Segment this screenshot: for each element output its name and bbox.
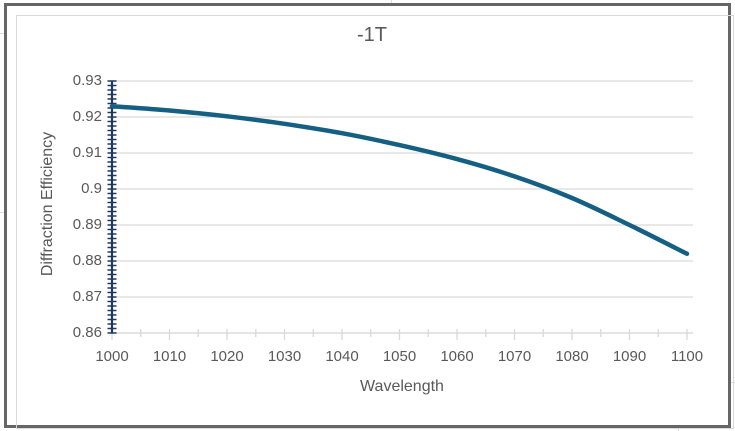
sheet-gridline xyxy=(0,212,4,213)
y-tick-label: 0.92 xyxy=(72,108,102,125)
chart-title: -1T xyxy=(357,24,387,46)
x-tick-label: 1010 xyxy=(152,348,187,365)
x-tick-label: 1050 xyxy=(382,348,417,365)
y-axis-title: Diffraction Efficiency xyxy=(39,131,56,277)
y-tick-label: 0.88 xyxy=(72,252,102,269)
y-tick-label: 0.89 xyxy=(72,216,102,233)
sheet-gridline xyxy=(678,428,679,431)
x-tick-label: 1040 xyxy=(325,348,359,365)
y-tick-label: 0.87 xyxy=(72,288,102,305)
x-tick-label: 1020 xyxy=(210,348,244,365)
x-tick-label: 1090 xyxy=(612,348,647,365)
x-tick-label: 1100 xyxy=(670,348,704,365)
x-tick-label: 1000 xyxy=(95,348,129,365)
x-tick-label: 1060 xyxy=(440,348,474,365)
y-tick-label: 0.93 xyxy=(72,72,102,89)
x-tick-label: 1080 xyxy=(555,348,589,365)
x-tick-label: 1070 xyxy=(497,348,532,365)
x-axis-title: Wavelength xyxy=(360,378,444,395)
sheet-gridline xyxy=(391,0,392,3)
y-tick-label: 0.91 xyxy=(72,144,102,161)
y-tick-label: 0.86 xyxy=(72,324,102,341)
sheet-gridline xyxy=(0,33,4,34)
x-tick-label: 1030 xyxy=(267,348,302,365)
y-tick-label: 0.9 xyxy=(81,180,102,197)
chart-area-border xyxy=(16,15,734,429)
series-line xyxy=(109,103,690,257)
